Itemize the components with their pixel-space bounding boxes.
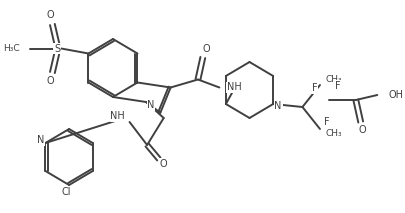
Text: O: O	[202, 45, 210, 55]
Text: N: N	[274, 101, 281, 111]
Text: CH₃: CH₃	[324, 130, 341, 138]
Text: F: F	[311, 83, 317, 93]
Text: O: O	[47, 76, 54, 86]
Text: S: S	[54, 43, 60, 53]
Text: O: O	[358, 125, 366, 135]
Text: H₃C: H₃C	[4, 44, 20, 53]
Text: F: F	[323, 117, 328, 127]
Text: OH: OH	[388, 90, 403, 100]
Text: N: N	[147, 100, 154, 110]
Text: O: O	[47, 10, 54, 20]
Text: NH: NH	[110, 111, 125, 121]
Text: Cl: Cl	[61, 187, 71, 197]
Text: NH: NH	[227, 82, 241, 92]
Text: CH₃: CH₃	[324, 75, 341, 85]
Text: N: N	[37, 135, 44, 145]
Text: F: F	[335, 81, 340, 91]
Text: O: O	[160, 159, 167, 169]
